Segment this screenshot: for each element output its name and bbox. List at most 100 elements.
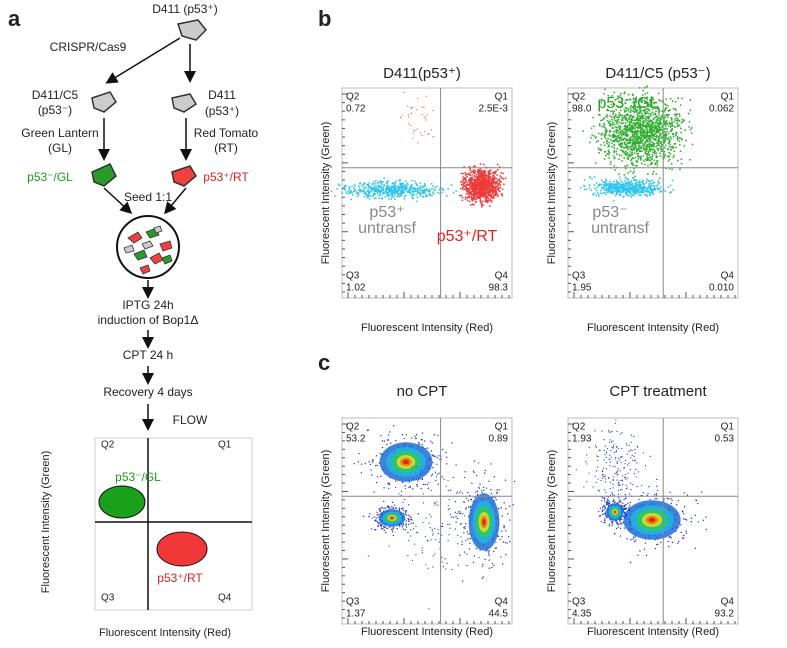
event-dot — [626, 443, 627, 444]
event-dot — [619, 131, 621, 133]
event-dot — [500, 556, 501, 557]
event-dot — [444, 558, 445, 559]
event-dot — [627, 487, 628, 488]
event-dot — [410, 125, 411, 126]
event-dot — [682, 121, 684, 123]
population-label: p53⁺ — [369, 204, 404, 221]
event-dot — [619, 127, 621, 129]
y-axis-label: Fluorescent Intensity (Green) — [320, 450, 332, 592]
event-dot — [640, 122, 642, 124]
event-dot — [446, 457, 447, 458]
event-dot — [591, 178, 593, 180]
event-dot — [395, 480, 396, 481]
event-dot — [495, 181, 497, 183]
event-dot — [648, 486, 649, 487]
event-dot — [401, 184, 403, 186]
event-dot — [632, 172, 634, 174]
event-dot — [432, 530, 433, 531]
event-dot — [428, 482, 429, 483]
event-dot — [598, 478, 599, 479]
event-dot — [665, 145, 667, 147]
event-dot — [474, 197, 476, 199]
event-dot — [638, 185, 640, 187]
event-dot — [654, 494, 655, 495]
event-dot — [434, 189, 436, 191]
event-dot — [628, 139, 630, 141]
event-dot — [632, 128, 634, 130]
event-dot — [664, 103, 666, 105]
event-dot — [489, 550, 490, 551]
event-dot — [688, 113, 690, 115]
event-dot — [591, 127, 593, 129]
event-dot — [646, 196, 648, 198]
event-dot — [502, 563, 503, 564]
event-dot — [692, 143, 694, 145]
event-dot — [359, 182, 361, 184]
cell-line: D411 (p53⁺) — [152, 2, 217, 16]
event-dot — [489, 555, 490, 556]
event-dot — [634, 176, 636, 178]
event-dot — [660, 542, 661, 543]
panel-label: a — [8, 6, 21, 31]
event-dot — [629, 494, 630, 495]
event-dot — [427, 134, 428, 135]
event-dot — [650, 121, 652, 123]
event-dot — [679, 124, 681, 126]
event-dot — [465, 523, 466, 524]
event-dot — [435, 503, 436, 504]
event-dot — [476, 475, 477, 476]
quadrant-name: Q3 — [572, 271, 586, 282]
event-dot — [371, 474, 372, 475]
event-dot — [635, 540, 636, 541]
event-dot — [474, 555, 475, 556]
event-dot — [642, 126, 644, 128]
event-dot — [477, 491, 478, 492]
event-dot — [602, 470, 603, 471]
event-dot — [618, 468, 619, 469]
event-dot — [411, 195, 413, 197]
event-dot — [655, 114, 657, 116]
event-dot — [347, 191, 349, 193]
event-dot — [408, 504, 409, 505]
event-dot — [497, 164, 499, 166]
event-dot — [401, 491, 402, 492]
event-dot — [359, 190, 361, 192]
event-dot — [622, 475, 623, 476]
event-dot — [606, 140, 608, 142]
event-dot — [593, 125, 595, 127]
event-dot — [408, 540, 409, 541]
event-dot — [615, 419, 616, 420]
event-dot — [652, 123, 654, 125]
event-dot — [677, 126, 679, 128]
event-dot — [602, 192, 604, 194]
event-dot — [598, 149, 600, 151]
event-dot — [675, 134, 677, 136]
event-dot — [408, 520, 409, 521]
event-dot — [613, 92, 615, 94]
event-dot — [428, 523, 429, 524]
event-dot — [600, 190, 602, 192]
event-dot — [388, 187, 390, 189]
event-dot — [426, 114, 427, 115]
event-dot — [667, 105, 669, 107]
event-dot — [640, 129, 642, 131]
event-dot — [427, 447, 428, 448]
event-dot — [666, 128, 668, 130]
event-dot — [379, 181, 381, 183]
event-dot — [479, 187, 481, 189]
event-dot — [437, 529, 438, 530]
event-dot — [441, 535, 442, 536]
event-dot — [649, 193, 651, 195]
event-dot — [701, 491, 702, 492]
event-dot — [431, 129, 432, 130]
event-dot — [469, 495, 470, 496]
event-dot — [484, 179, 486, 181]
event-dot — [442, 189, 444, 191]
event-dot — [627, 454, 628, 455]
event-dot — [674, 143, 676, 145]
event-dot — [442, 561, 443, 562]
event-dot — [368, 187, 370, 189]
event-dot — [612, 440, 613, 441]
event-dot — [604, 89, 606, 91]
event-dot — [476, 548, 477, 549]
